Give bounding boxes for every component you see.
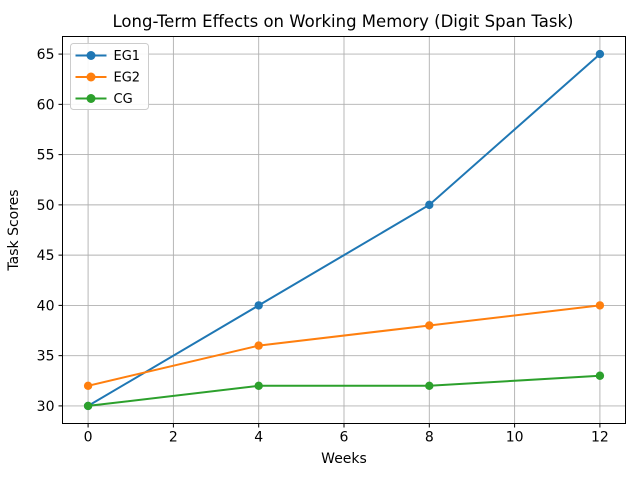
x-tick-label: 4 (254, 430, 263, 446)
data-point-cg (425, 381, 434, 391)
x-tick-label: 8 (425, 430, 434, 446)
data-point-eg2 (83, 381, 93, 391)
series-line-eg1 (87, 53, 601, 407)
data-point-eg1 (595, 49, 605, 59)
x-axis-label: Weeks (321, 451, 367, 467)
data-point-cg (595, 371, 605, 380)
y-tick-label: 40 (37, 298, 55, 314)
y-tick-label: 30 (37, 399, 55, 415)
legend: EG1 EG2 CG (70, 43, 149, 110)
x-tick-label: 2 (169, 430, 178, 446)
axes-layer: 0 2 4 6 8 10 12 30 35 40 45 50 55 60 65 (37, 36, 626, 446)
y-tick-label: 55 (37, 148, 55, 164)
y-tick-label: 60 (37, 97, 55, 113)
legend-label-eg2: EG2 (114, 71, 141, 86)
data-point-cg (254, 381, 263, 391)
y-tick-label: 65 (37, 47, 55, 63)
y-tick-label: 50 (37, 198, 55, 214)
x-tick-label: 0 (84, 430, 93, 446)
data-point-eg1 (425, 200, 434, 210)
legend-label-eg1: EG1 (114, 49, 141, 64)
legend-box (70, 43, 149, 110)
data-point-cg (83, 401, 93, 411)
series-layer (83, 49, 605, 411)
chart-title: Long-Term Effects on Working Memory (Dig… (113, 12, 574, 31)
data-point-eg2 (595, 301, 605, 310)
grid-layer (62, 36, 626, 424)
legend-marker-eg1 (86, 51, 96, 60)
legend-marker-cg (86, 94, 96, 103)
data-point-eg2 (425, 321, 434, 330)
data-point-eg2 (254, 341, 263, 350)
x-tick-label: 10 (506, 430, 524, 446)
series-line-cg (87, 374, 601, 407)
data-point-eg1 (254, 301, 263, 310)
y-tick-label: 45 (37, 248, 55, 264)
y-tick-label: 35 (37, 349, 55, 365)
y-axis-label: Task Scores (6, 189, 22, 271)
series-line-eg2 (87, 304, 601, 387)
legend-label-cg: CG (114, 92, 133, 107)
legend-marker-eg2 (86, 72, 96, 82)
x-tick-label: 6 (340, 430, 349, 446)
x-tick-label: 12 (591, 430, 609, 446)
